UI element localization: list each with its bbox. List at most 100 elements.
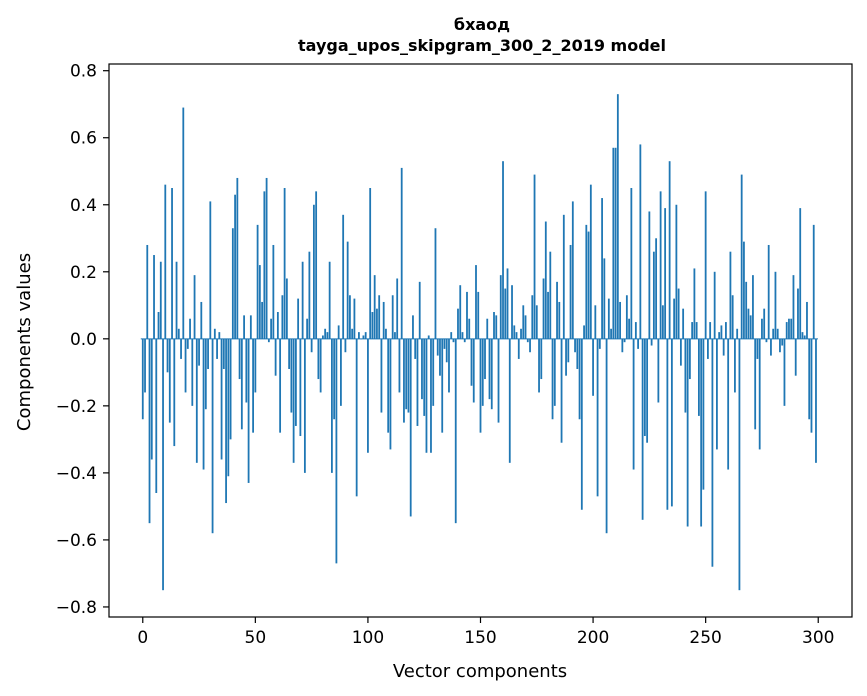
bar-139 [454, 338, 457, 524]
bar-159 [499, 275, 502, 339]
bar-186 [560, 338, 563, 443]
bar-109 [387, 338, 390, 433]
bar-58 [272, 244, 275, 339]
bar-118 [407, 338, 410, 413]
bar-120 [412, 315, 414, 339]
x-tick-label-200: 200 [577, 628, 609, 648]
bar-36 [222, 338, 225, 369]
bar-206 [605, 338, 608, 534]
bar-234 [668, 161, 671, 339]
bar-265 [738, 338, 741, 591]
bar-48 [249, 315, 252, 339]
bar-244 [691, 322, 694, 339]
bar-5 [153, 255, 155, 339]
bar-182 [551, 338, 554, 420]
bar-39 [229, 338, 232, 440]
bar-254 [713, 271, 716, 339]
bar-30 [209, 201, 212, 339]
bar-167 [517, 338, 520, 359]
bar-95 [355, 338, 358, 497]
bar-281 [774, 271, 777, 339]
bar-166 [515, 332, 518, 339]
bar-96 [358, 332, 360, 339]
bar-3 [148, 338, 151, 524]
bar-268 [745, 281, 748, 339]
bar-147 [472, 338, 475, 403]
bar-series [141, 94, 817, 591]
x-axis-label: Vector components [393, 661, 567, 682]
bar-155 [490, 338, 493, 410]
bar-0 [141, 338, 144, 420]
x-tick-label-250: 250 [689, 628, 721, 648]
x-tick-label-100: 100 [352, 628, 384, 648]
y-tick-label-5: 0.2 [70, 263, 97, 283]
bar-188 [565, 338, 567, 376]
bar-209 [612, 147, 615, 339]
bar-286 [785, 322, 788, 339]
bar-4 [150, 338, 153, 460]
bar-257 [720, 325, 723, 339]
bar-157 [495, 315, 498, 339]
bar-277 [765, 338, 768, 343]
bar-236 [673, 298, 676, 339]
bar-144 [466, 291, 468, 339]
bar-226 [650, 338, 653, 346]
bar-273 [756, 338, 759, 359]
bar-170 [524, 315, 527, 339]
bar-251 [707, 338, 709, 359]
bar-153 [486, 318, 489, 339]
bar-18 [182, 107, 185, 339]
bar-202 [596, 338, 599, 497]
bar-137 [450, 332, 453, 339]
bar-154 [488, 338, 491, 400]
bar-89 [342, 214, 345, 339]
y-tick-label-8: 0.8 [70, 62, 97, 82]
bar-276 [763, 308, 766, 339]
bar-294 [803, 335, 806, 339]
bar-8 [159, 261, 162, 339]
bar-31 [211, 338, 214, 534]
bar-73 [306, 318, 309, 339]
bar-131 [436, 338, 439, 356]
bar-24 [195, 338, 198, 463]
bar-162 [506, 268, 509, 339]
bar-66 [290, 338, 293, 413]
bar-275 [761, 318, 763, 339]
bar-44 [240, 338, 243, 430]
bar-68 [294, 338, 297, 426]
bar-280 [772, 328, 775, 339]
bar-27 [202, 338, 205, 470]
bar-23 [193, 275, 196, 339]
bar-183 [553, 338, 556, 406]
bar-181 [549, 251, 552, 339]
y-tick-label-0: −0.8 [56, 598, 97, 618]
bar-208 [610, 328, 612, 339]
bar-129 [432, 338, 435, 406]
bar-178 [542, 278, 545, 339]
bar-87 [337, 325, 340, 339]
bar-214 [623, 338, 626, 343]
bar-37 [225, 338, 227, 504]
bar-121 [414, 338, 417, 359]
bar-130 [434, 228, 437, 339]
bar-72 [303, 338, 306, 473]
bar-296 [808, 338, 811, 420]
bar-33 [216, 338, 218, 359]
bar-274 [758, 338, 761, 450]
bar-253 [711, 338, 714, 567]
bar-267 [743, 241, 745, 339]
bar-112 [394, 332, 396, 339]
bar-20 [186, 338, 189, 349]
bar-50 [254, 338, 257, 393]
bar-76 [312, 204, 315, 339]
bar-56 [267, 338, 270, 343]
bar-242 [686, 338, 689, 527]
bar-14 [173, 338, 176, 447]
bar-135 [445, 338, 448, 363]
bar-110 [389, 338, 392, 450]
bar-189 [567, 338, 570, 363]
bar-164 [511, 285, 513, 339]
bar-205 [603, 258, 606, 339]
bar-282 [776, 328, 779, 339]
